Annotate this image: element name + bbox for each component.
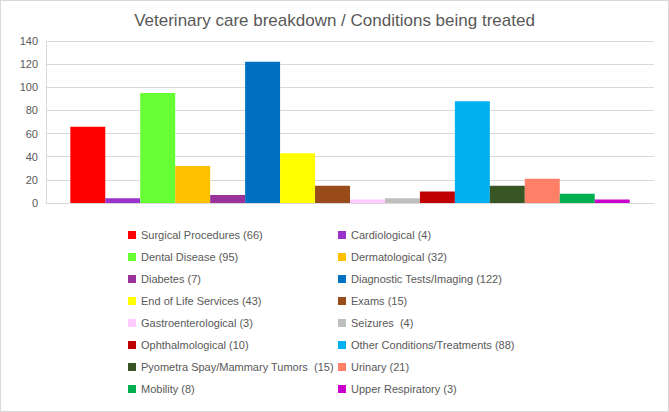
svg-text:40: 40 bbox=[26, 151, 38, 163]
svg-text:Gastroenterological (3): Gastroenterological (3) bbox=[141, 317, 253, 329]
svg-text:End of Life Services (43): End of Life Services (43) bbox=[141, 295, 261, 307]
svg-text:Mobility (8): Mobility (8) bbox=[141, 383, 195, 395]
svg-text:Ophthalmological (10): Ophthalmological (10) bbox=[141, 339, 249, 351]
svg-text:0: 0 bbox=[32, 197, 38, 209]
svg-text:Diagnostic Tests/Imaging (122): Diagnostic Tests/Imaging (122) bbox=[351, 273, 502, 285]
svg-text:Pyometra Spay/Mammary Tumors: Pyometra Spay/Mammary Tumors (15) bbox=[141, 361, 334, 373]
svg-text:Dermatological (32): Dermatological (32) bbox=[351, 251, 447, 263]
svg-text:Surgical Procedures (66): Surgical Procedures (66) bbox=[141, 229, 263, 241]
svg-text:Cardiological (4): Cardiological (4) bbox=[351, 229, 431, 241]
svg-text:100: 100 bbox=[20, 81, 38, 93]
svg-text:20: 20 bbox=[26, 174, 38, 186]
svg-text:120: 120 bbox=[20, 58, 38, 70]
svg-text:Exams (15): Exams (15) bbox=[351, 295, 407, 307]
svg-text:60: 60 bbox=[26, 128, 38, 140]
svg-text:Other Conditions/Treatments (8: Other Conditions/Treatments (88) bbox=[351, 339, 514, 351]
svg-text:140: 140 bbox=[20, 35, 38, 47]
svg-text:Urinary (21): Urinary (21) bbox=[351, 361, 409, 373]
svg-text:Diabetes (7): Diabetes (7) bbox=[141, 273, 201, 285]
svg-text:Dental Disease (95): Dental Disease (95) bbox=[141, 251, 238, 263]
svg-text:Seizures (4): Seizures (4) bbox=[351, 317, 413, 329]
svg-text:Upper Respiratory (3): Upper Respiratory (3) bbox=[351, 383, 457, 395]
svg-text:Veterinary care breakdown / Co: Veterinary care breakdown / Conditions b… bbox=[134, 11, 535, 30]
svg-text:80: 80 bbox=[26, 104, 38, 116]
